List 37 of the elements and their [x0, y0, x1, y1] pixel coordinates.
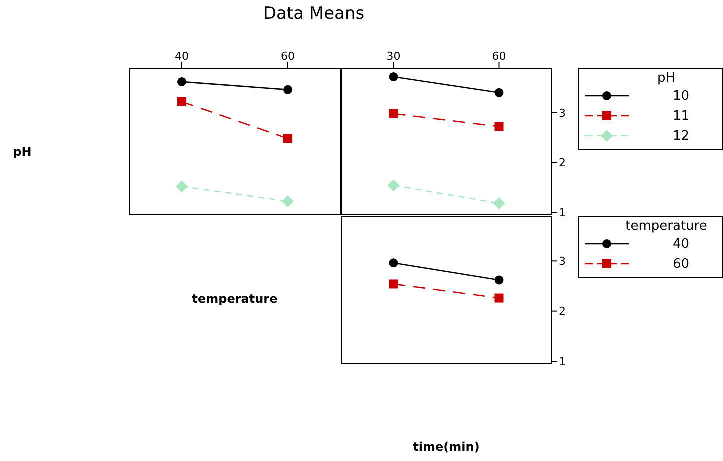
legend-title: pH — [656, 71, 677, 86]
y-axis-title: temperature — [191, 292, 279, 306]
point — [282, 196, 294, 208]
text: 60 — [673, 256, 690, 272]
y-axis-title: pH — [12, 145, 33, 159]
y-tick-label: 2 — [559, 156, 566, 170]
y-tick-label: 1 — [559, 355, 566, 368]
x-axis-title: time(min) — [412, 440, 481, 454]
point — [389, 72, 398, 82]
x-tick-label: 40 — [175, 50, 189, 63]
y-tick-label: 3 — [559, 255, 566, 268]
text: 11 — [673, 108, 690, 124]
point — [494, 122, 504, 132]
point — [494, 276, 504, 285]
point — [389, 109, 398, 118]
point — [178, 77, 186, 86]
text: 10 — [673, 88, 690, 104]
text: 40 — [673, 236, 690, 252]
point — [389, 258, 398, 268]
point — [176, 180, 188, 193]
point — [388, 180, 400, 192]
x-tick-label: 30 — [386, 50, 401, 63]
legend-title: temperature — [624, 219, 708, 234]
text: 12 — [673, 128, 690, 144]
point — [284, 134, 292, 144]
x-tick-label: 60 — [492, 50, 506, 63]
y-tick-label: 2 — [559, 305, 566, 318]
point — [178, 97, 186, 106]
chart-title: Data Means — [262, 4, 366, 24]
point — [494, 88, 504, 98]
point — [494, 294, 504, 303]
point — [389, 280, 398, 289]
y-tick-label: 1 — [559, 206, 566, 220]
point — [493, 198, 506, 210]
y-tick-label: 3 — [559, 106, 566, 120]
x-tick-label: 60 — [281, 50, 295, 63]
point — [284, 85, 292, 94]
